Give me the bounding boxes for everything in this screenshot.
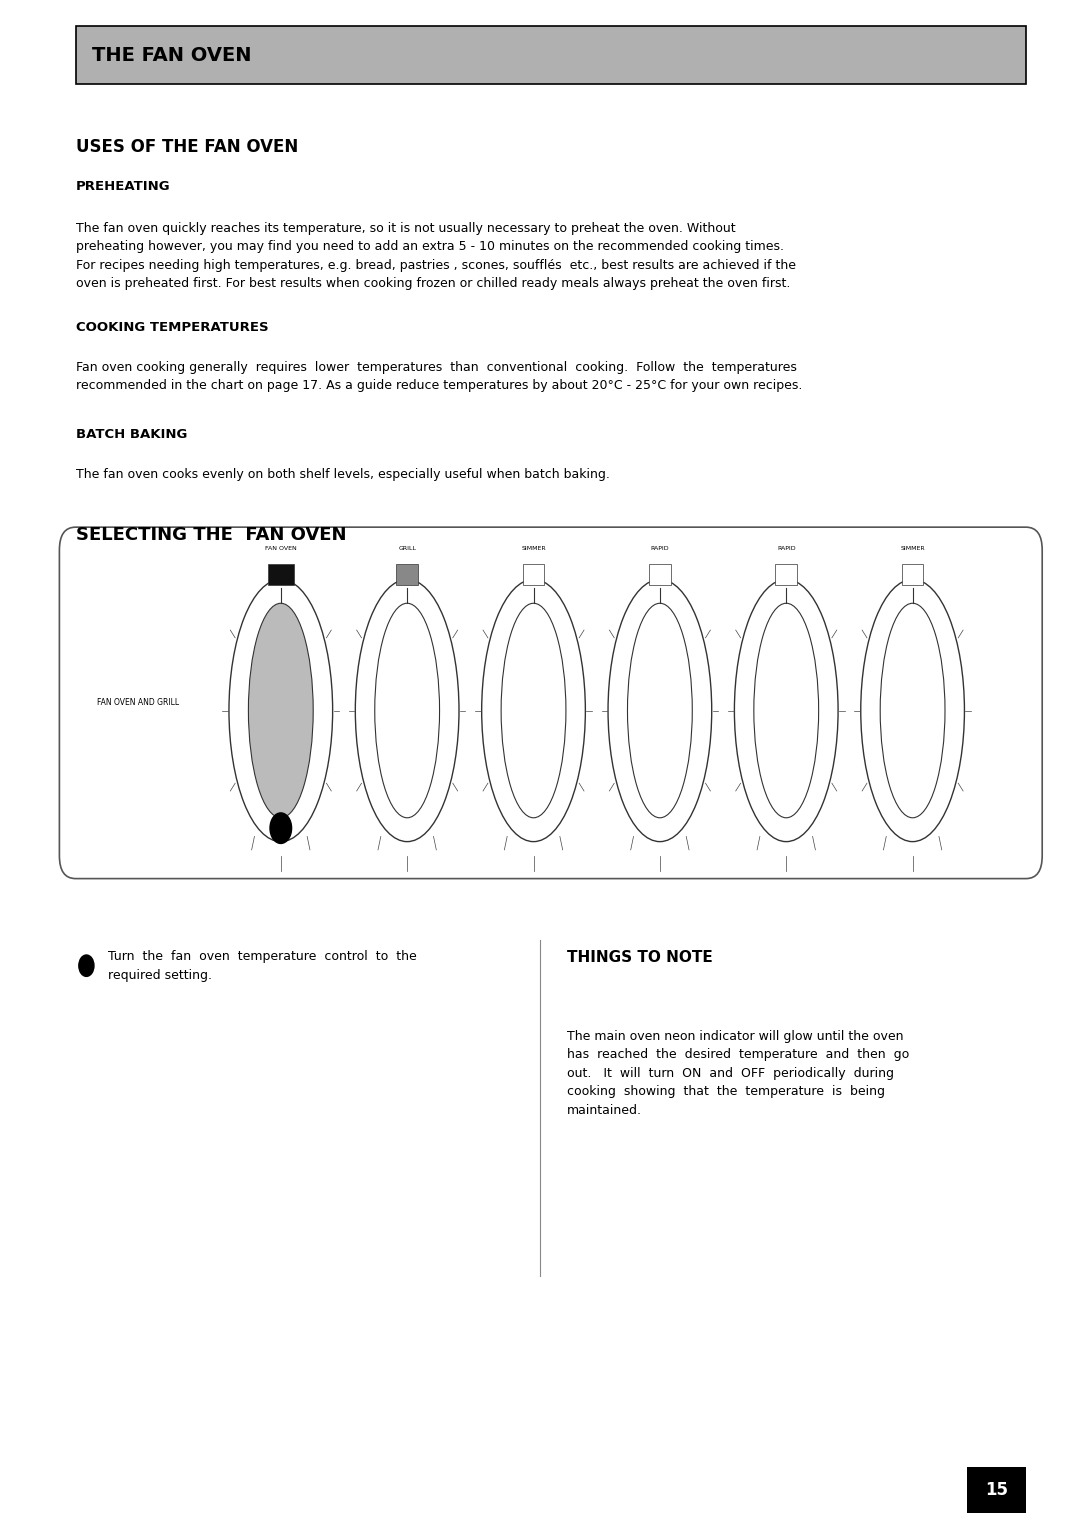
Ellipse shape: [375, 604, 440, 817]
Ellipse shape: [734, 579, 838, 842]
Text: The fan oven quickly reaches its temperature, so it is not usually necessary to : The fan oven quickly reaches its tempera…: [76, 222, 796, 290]
Text: SIMMER: SIMMER: [522, 547, 545, 552]
Text: THINGS TO NOTE: THINGS TO NOTE: [567, 950, 713, 966]
Text: Turn  the  fan  oven  temperature  control  to  the
required setting.: Turn the fan oven temperature control to…: [108, 950, 417, 983]
FancyBboxPatch shape: [59, 527, 1042, 879]
Text: FAN OVEN: FAN OVEN: [265, 547, 297, 552]
Bar: [523, 564, 544, 585]
Bar: [775, 564, 797, 585]
Ellipse shape: [501, 604, 566, 817]
Text: Fan oven cooking generally  requires  lower  temperatures  than  conventional  c: Fan oven cooking generally requires lowe…: [76, 361, 802, 393]
Text: USES OF THE FAN OVEN: USES OF THE FAN OVEN: [76, 138, 298, 156]
Ellipse shape: [754, 604, 819, 817]
Text: GRILL: GRILL: [399, 547, 416, 552]
Bar: [396, 564, 418, 585]
Text: The main oven neon indicator will glow until the oven
has  reached  the  desired: The main oven neon indicator will glow u…: [567, 1030, 909, 1117]
Ellipse shape: [608, 579, 712, 842]
FancyBboxPatch shape: [76, 26, 1026, 84]
Text: BATCH BAKING: BATCH BAKING: [76, 428, 187, 442]
Text: THE FAN OVEN: THE FAN OVEN: [92, 46, 252, 64]
Ellipse shape: [861, 579, 964, 842]
Text: COOKING TEMPERATURES: COOKING TEMPERATURES: [76, 321, 268, 335]
Ellipse shape: [880, 604, 945, 817]
FancyBboxPatch shape: [967, 1467, 1026, 1513]
Bar: [649, 564, 671, 585]
Text: The fan oven cooks evenly on both shelf levels, especially useful when batch bak: The fan oven cooks evenly on both shelf …: [76, 468, 609, 481]
Bar: [902, 564, 923, 585]
Text: SELECTING THE  FAN OVEN: SELECTING THE FAN OVEN: [76, 526, 346, 544]
Text: SIMMER: SIMMER: [901, 547, 924, 552]
Ellipse shape: [627, 604, 692, 817]
Text: RAPID: RAPID: [777, 547, 796, 552]
Text: 15: 15: [985, 1481, 1008, 1499]
Ellipse shape: [248, 604, 313, 817]
Text: FAN OVEN AND GRILL: FAN OVEN AND GRILL: [97, 698, 179, 707]
Text: RAPID: RAPID: [650, 547, 670, 552]
Ellipse shape: [482, 579, 585, 842]
Circle shape: [270, 813, 292, 843]
Text: PREHEATING: PREHEATING: [76, 180, 171, 194]
Ellipse shape: [355, 579, 459, 842]
Ellipse shape: [229, 579, 333, 842]
Bar: [268, 564, 294, 585]
Circle shape: [79, 955, 94, 976]
